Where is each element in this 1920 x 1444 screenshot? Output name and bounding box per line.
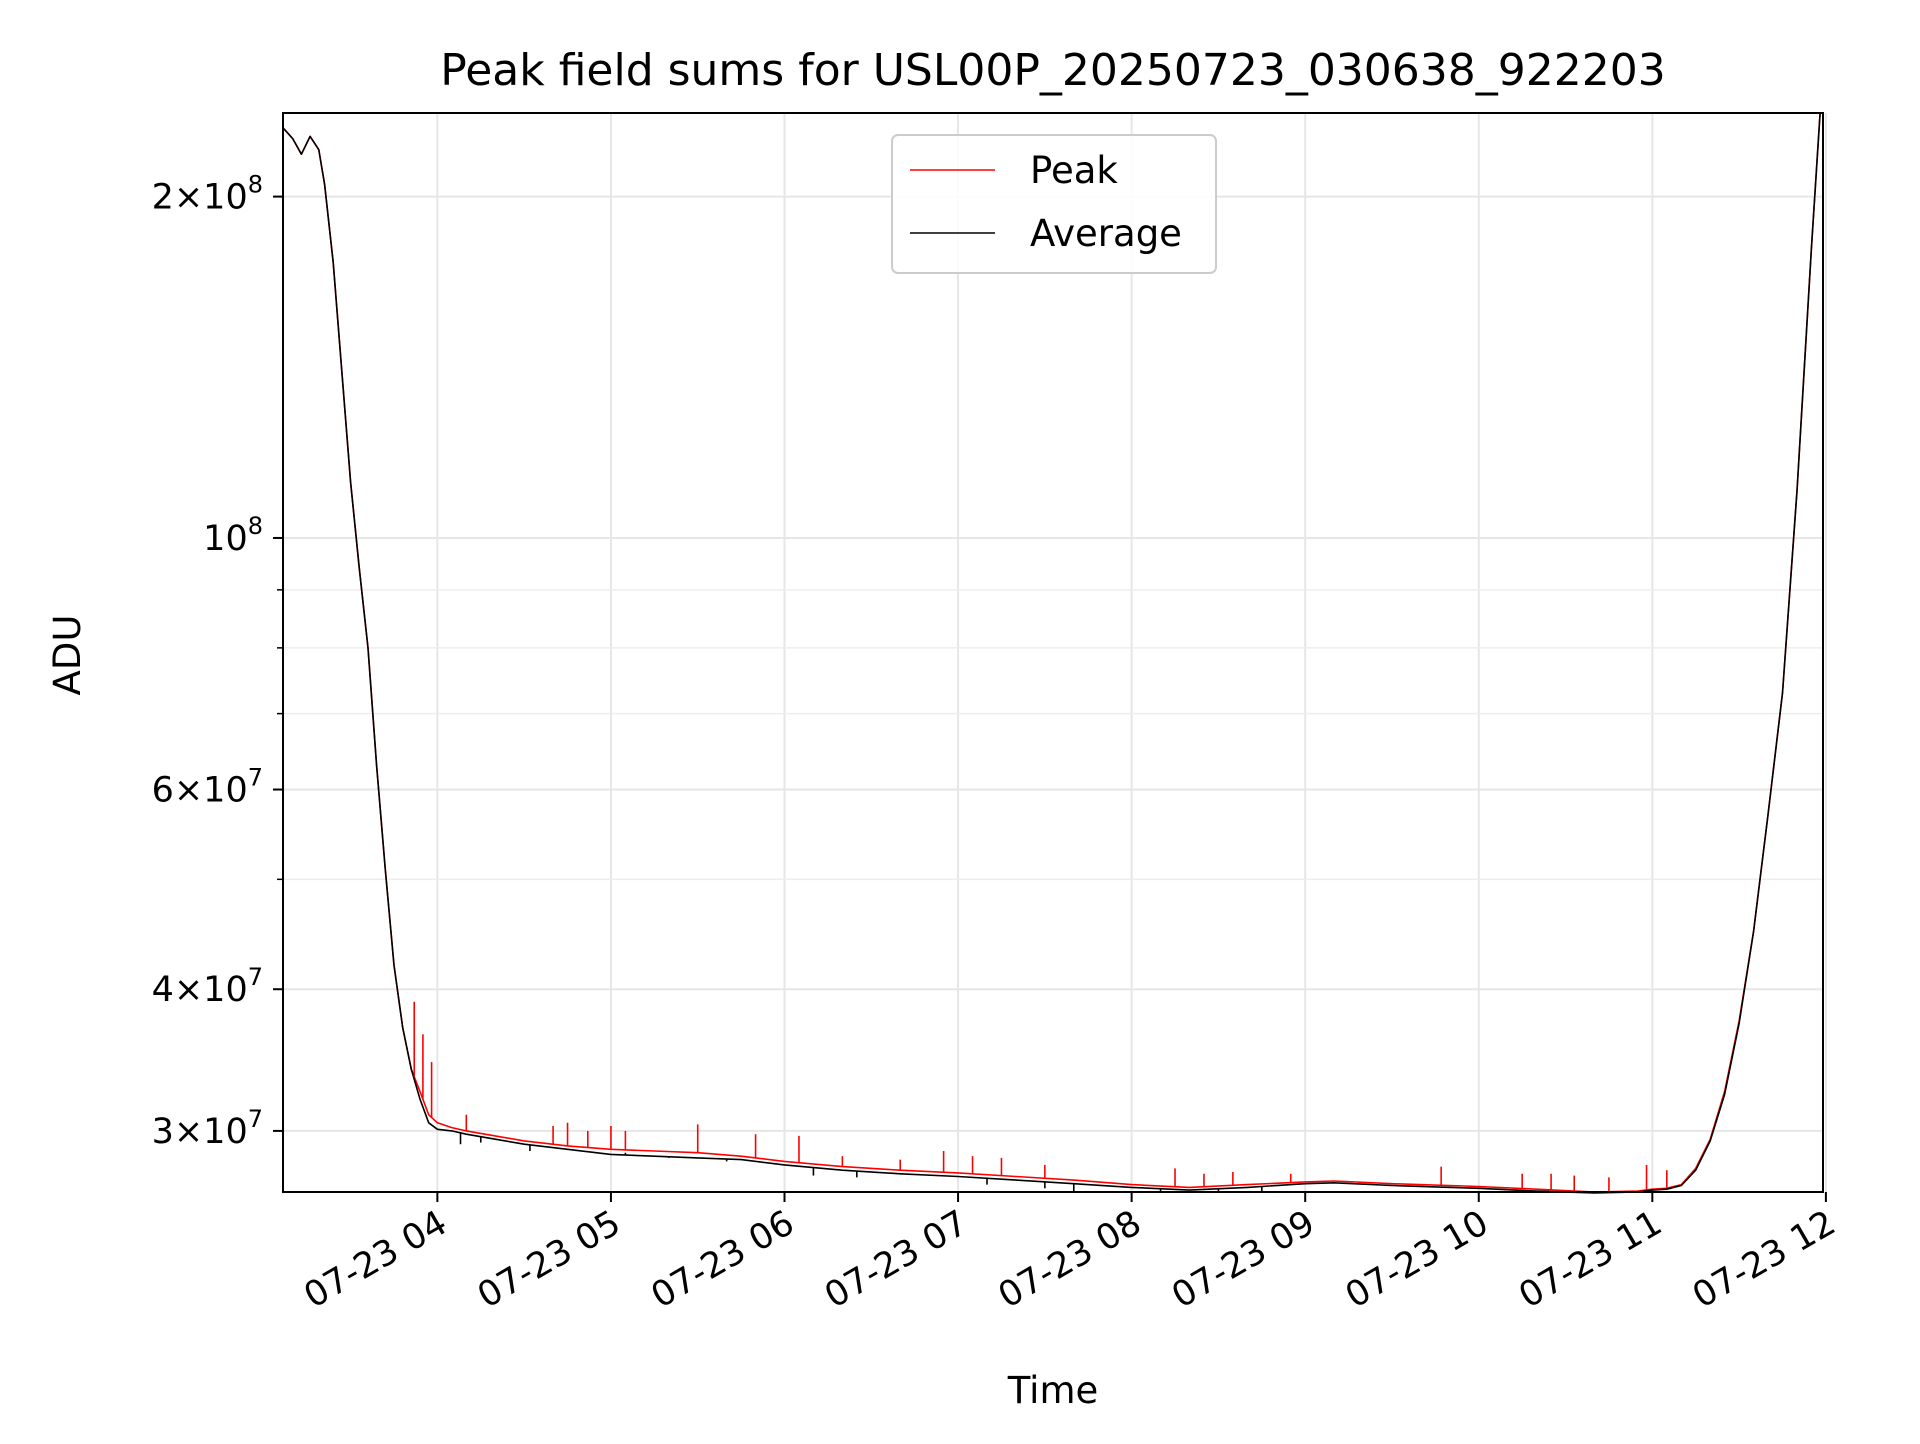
chart-title: Peak field sums for USL00P_20250723_0306… [440,45,1666,96]
x-tick-label: 07-23 05 [471,1203,627,1316]
y-tick-label: 3×107 [152,1105,263,1152]
y-tick-label: 6×107 [152,764,263,811]
y-tick-label: 4×107 [152,963,263,1010]
x-tick-label: 07-23 04 [298,1203,454,1316]
y-axis-label: ADU [46,615,89,696]
x-tick-label: 07-23 07 [818,1203,974,1316]
plot-frame [282,112,1824,1193]
x-tick-label: 07-23 06 [645,1203,801,1316]
x-tick-label: 07-23 11 [1513,1203,1669,1316]
series-line-peak [282,112,1821,1193]
axes: 07-23 04 07-23 05 07-23 06 07-23 07 07-23 08… [152,171,1843,1317]
x-tick-label: 07-23 08 [992,1203,1148,1316]
legend-average-label: Average [1030,212,1182,255]
series-line-average [282,112,1821,1194]
x-tick-label: 07-23 10 [1339,1203,1495,1316]
x-tick-label: 07-23 09 [1165,1203,1321,1316]
legend: Peak Average [891,134,1217,274]
series-layer [282,112,1821,1194]
grid [283,113,1827,1192]
legend-peak-label: Peak [1030,149,1118,192]
x-axis-label: Time [1007,1369,1099,1412]
y-tick-label: 108 [203,512,263,559]
x-tick-label: 07-23 12 [1686,1203,1842,1316]
y-tick-label: 2×108 [152,171,263,218]
